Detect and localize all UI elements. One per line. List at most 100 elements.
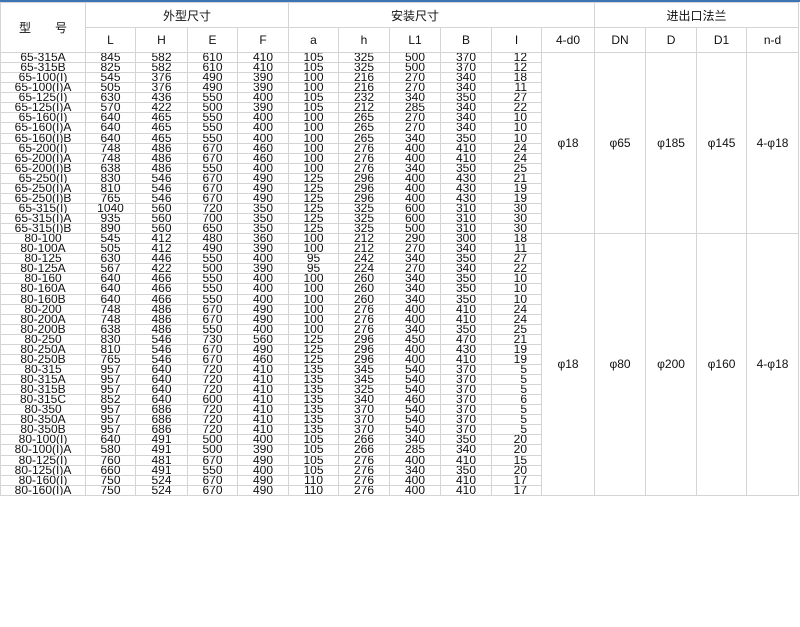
cell-i: 5 (491, 373, 543, 386)
cell-f: 490 (236, 303, 290, 315)
cell-model: 65-250(I) (0, 172, 86, 184)
cell-f: 400 (236, 323, 290, 335)
cell-f: 390 (236, 444, 290, 456)
cell-i: 21 (491, 172, 543, 184)
cell-h: 296 (338, 353, 391, 365)
cell-model: 65-160(I)A (0, 122, 86, 134)
cell-i: 27 (491, 92, 543, 104)
cell-f: 400 (236, 253, 290, 265)
cell-h: 345 (338, 373, 391, 386)
cell-l1: 540 (389, 404, 442, 416)
cell-h-outline: 640 (135, 384, 188, 396)
table-row: 80-315C 852 640 600 410 135 340 460 370 6 (0, 394, 799, 406)
cell-e: 480 (187, 233, 238, 245)
cell-a: 105 (288, 92, 340, 104)
cell-f: 560 (236, 333, 290, 345)
table-row: 65-315B 825 582 610 410 105 325 500 370 12 (0, 62, 799, 74)
cell-h: 212 (338, 102, 391, 114)
cell-a: 100 (288, 142, 340, 154)
cell-model: 65-200(I) (0, 142, 86, 154)
cell-b: 370 (440, 51, 493, 64)
cell-i: 24 (491, 313, 543, 325)
cell-i: 5 (491, 363, 543, 376)
cell-model: 80-200A (0, 313, 86, 325)
cell-l1: 600 (389, 212, 442, 225)
cell-h: 276 (338, 142, 391, 154)
cell-f: 490 (236, 182, 290, 194)
cell-h-outline: 376 (135, 82, 188, 94)
column-header-l1: L1 (389, 27, 442, 53)
cell-l1: 540 (389, 414, 442, 426)
cell-l: 825 (85, 62, 136, 74)
cell-h-outline: 546 (135, 333, 188, 345)
cell-i: 5 (491, 404, 543, 416)
cell-h-outline: 466 (135, 283, 188, 295)
cell-f: 400 (236, 464, 290, 476)
cell-e: 500 (187, 102, 238, 114)
cell-a: 100 (288, 243, 340, 255)
cell-a: 135 (288, 384, 340, 396)
cell-a: 135 (288, 363, 340, 376)
top-bar (0, 0, 800, 2)
cell-b: 350 (440, 293, 493, 305)
cell-model: 80-100 (0, 233, 86, 245)
cell-b: 430 (440, 182, 493, 194)
cell-h-outline: 560 (135, 202, 188, 215)
cell-l1: 340 (389, 293, 442, 305)
table-row: 80-250A 810 546 670 490 125 296 400 430 19 (0, 343, 799, 355)
table-row: 80-315 957 640 720 410 135 345 540 370 5 (0, 363, 799, 376)
cell-model: 65-315A (0, 51, 86, 64)
cell-i: 10 (491, 112, 543, 124)
cell-l: 640 (85, 122, 136, 134)
cell-h-outline: 491 (135, 464, 188, 476)
cell-h: 276 (338, 464, 391, 476)
cell-b: 410 (440, 353, 493, 365)
cell-l: 765 (85, 353, 136, 365)
cell-l1: 270 (389, 82, 442, 94)
cell-model: 80-160 (0, 273, 86, 285)
cell-e: 550 (187, 132, 238, 144)
cell-flange-dn: φ65 (594, 51, 647, 235)
cell-h: 325 (338, 62, 391, 74)
cell-a: 100 (288, 303, 340, 315)
cell-f: 390 (236, 263, 290, 275)
cell-f: 400 (236, 162, 290, 174)
cell-a: 100 (288, 293, 340, 305)
table-row: 65-160(I)A 640 465 550 400 100 265 270 340 10 (0, 122, 799, 134)
cell-h: 325 (338, 384, 391, 396)
cell-l: 957 (85, 363, 136, 376)
cell-h: 265 (338, 122, 391, 134)
cell-b: 340 (440, 263, 493, 275)
cell-a: 125 (288, 202, 340, 215)
cell-i: 19 (491, 192, 543, 204)
cell-h: 296 (338, 343, 391, 355)
cell-f: 410 (236, 384, 290, 396)
cell-h: 276 (338, 162, 391, 174)
cell-f: 350 (236, 202, 290, 215)
cell-l: 640 (85, 112, 136, 124)
cell-h-outline: 546 (135, 343, 188, 355)
cell-f: 490 (236, 192, 290, 204)
cell-f: 410 (236, 51, 290, 64)
cell-e: 550 (187, 112, 238, 124)
cell-a: 105 (288, 51, 340, 64)
cell-l: 505 (85, 82, 136, 94)
cell-a: 135 (288, 394, 340, 406)
cell-b: 370 (440, 384, 493, 396)
cell-h: 276 (338, 313, 391, 325)
cell-e: 670 (187, 152, 238, 164)
cell-b: 340 (440, 72, 493, 84)
cell-b: 310 (440, 223, 493, 235)
cell-h-outline: 412 (135, 233, 188, 245)
cell-model: 80-250A (0, 343, 86, 355)
cell-l: 638 (85, 162, 136, 174)
table-row: 65-250(I)B 765 546 670 490 125 296 400 430 19 (0, 192, 799, 204)
cell-l: 957 (85, 384, 136, 396)
cell-b: 430 (440, 343, 493, 355)
cell-model: 80-160B (0, 293, 86, 305)
cell-e: 500 (187, 434, 238, 446)
cell-b: 370 (440, 363, 493, 376)
cell-e: 610 (187, 51, 238, 64)
cell-l: 640 (85, 293, 136, 305)
cell-l: 957 (85, 424, 136, 436)
